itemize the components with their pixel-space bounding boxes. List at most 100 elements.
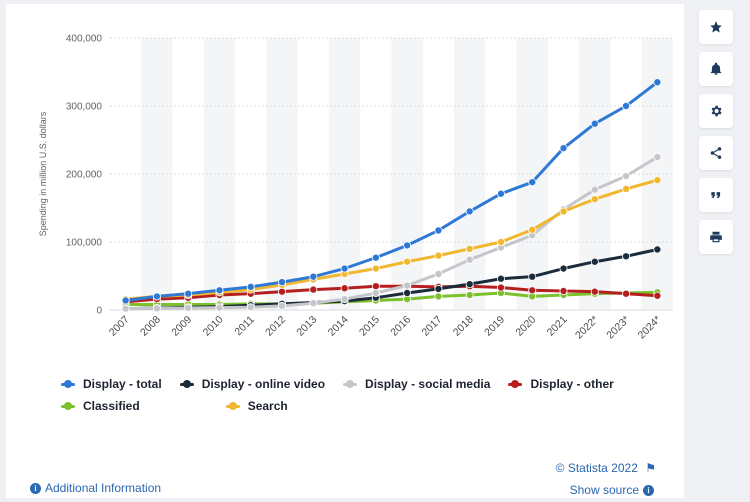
x-tick-label: 2012	[263, 314, 288, 339]
x-tick-label: 2007	[107, 314, 132, 339]
y-tick-label: 100,000	[66, 238, 103, 249]
data-point	[653, 291, 662, 300]
chart-card: 0 100,000 200,000 300,000 400,000 Spending in…	[6, 4, 684, 498]
data-point	[371, 288, 380, 297]
legend-item-display-other[interactable]: Display - other	[508, 377, 614, 391]
data-point	[309, 272, 318, 281]
x-tick-label: 2015	[357, 314, 382, 339]
favorite-button[interactable]	[699, 10, 733, 44]
copyright-text: © Statista 2022	[555, 461, 638, 475]
data-point	[403, 281, 412, 290]
data-point	[590, 195, 599, 204]
cite-button[interactable]	[699, 178, 733, 212]
y-axis-title: Spending in million U.S. dollars	[38, 111, 48, 236]
data-point	[434, 269, 443, 278]
data-point	[184, 289, 193, 298]
data-point	[559, 144, 568, 153]
data-point	[465, 207, 474, 216]
series-line	[125, 178, 658, 301]
data-point	[653, 245, 662, 254]
x-tick-label: 2018	[451, 314, 476, 339]
x-tick-label: 2019	[482, 314, 507, 339]
print-button[interactable]	[699, 220, 733, 254]
legend-item-classified[interactable]: Classified	[61, 399, 140, 413]
data-point	[559, 264, 568, 273]
data-point	[371, 264, 380, 273]
legend-label: Display - other	[530, 377, 614, 391]
data-point	[559, 286, 568, 295]
x-tick-label: 2021	[545, 314, 570, 339]
series-line	[125, 81, 659, 302]
notification-button[interactable]	[699, 52, 733, 86]
legend-item-display-social-media[interactable]: Display - social media	[343, 377, 490, 391]
data-point	[434, 284, 443, 293]
data-point	[246, 282, 255, 291]
data-point	[590, 119, 599, 128]
data-point	[622, 289, 631, 298]
data-point	[152, 292, 161, 301]
data-point	[496, 283, 505, 292]
line-chart: 0 100,000 200,000 300,000 400,000 Spending in…	[38, 34, 673, 342]
show-source-label: Show source	[569, 483, 639, 497]
data-point	[653, 152, 662, 161]
data-point	[215, 303, 224, 312]
data-point	[152, 304, 161, 313]
data-point	[403, 241, 412, 250]
legend-item-display-total[interactable]: Display - total	[61, 377, 162, 391]
info-icon: i	[30, 482, 41, 494]
data-point	[653, 78, 662, 87]
data-point	[371, 282, 380, 291]
legend-item-search[interactable]: Search	[225, 399, 288, 413]
x-tick-label: 2023*	[604, 314, 632, 342]
data-point	[340, 264, 349, 273]
x-tick-label: 2024*	[636, 314, 664, 342]
data-point	[465, 280, 474, 289]
settings-button[interactable]	[699, 94, 733, 128]
legend-label: Classified	[83, 399, 140, 413]
additional-information-link[interactable]: i Additional Information	[26, 481, 161, 495]
quote-icon	[711, 192, 721, 198]
legend-label: Display - online video	[201, 377, 326, 391]
data-point	[528, 272, 537, 281]
side-toolbar	[699, 10, 735, 262]
data-point	[653, 176, 662, 185]
data-point	[434, 292, 443, 301]
data-point	[184, 303, 193, 312]
legend-swatch	[61, 379, 75, 388]
data-point	[622, 184, 631, 193]
series-line	[125, 284, 658, 304]
info-icon: i	[643, 484, 654, 496]
star-icon	[710, 21, 722, 33]
data-point	[215, 286, 224, 295]
data-point	[434, 226, 443, 235]
share-button[interactable]	[699, 136, 733, 170]
copyright-link[interactable]: © Statista 2022 ⚑	[556, 461, 656, 475]
data-point	[496, 189, 505, 198]
x-tick-label: 2013	[294, 314, 319, 339]
data-point	[309, 299, 318, 308]
data-point	[465, 255, 474, 264]
flag-icon: ⚑	[645, 461, 656, 475]
bell-icon	[710, 62, 722, 75]
data-point	[278, 287, 287, 296]
x-tick-label: 2022*	[573, 314, 601, 342]
data-point	[622, 172, 631, 181]
data-point	[434, 251, 443, 260]
data-point	[590, 185, 599, 194]
data-point	[622, 252, 631, 261]
x-tick-label: 2011	[232, 314, 257, 339]
show-source-link[interactable]: Show source i	[570, 483, 658, 497]
data-point	[403, 257, 412, 266]
legend-label: Search	[247, 399, 288, 413]
legend-item-display-online-video[interactable]: Display - online video	[179, 377, 326, 391]
y-tick-label: 400,000	[66, 34, 103, 45]
legend-swatch	[179, 379, 194, 388]
print-icon	[710, 231, 722, 243]
gear-icon	[711, 105, 722, 117]
additional-information-label: Additional Information	[45, 481, 162, 495]
data-point	[528, 225, 537, 234]
data-point	[121, 296, 130, 305]
data-point	[559, 207, 568, 216]
x-tick-label: 2017	[420, 314, 445, 339]
x-tick-label: 2020	[513, 314, 538, 339]
